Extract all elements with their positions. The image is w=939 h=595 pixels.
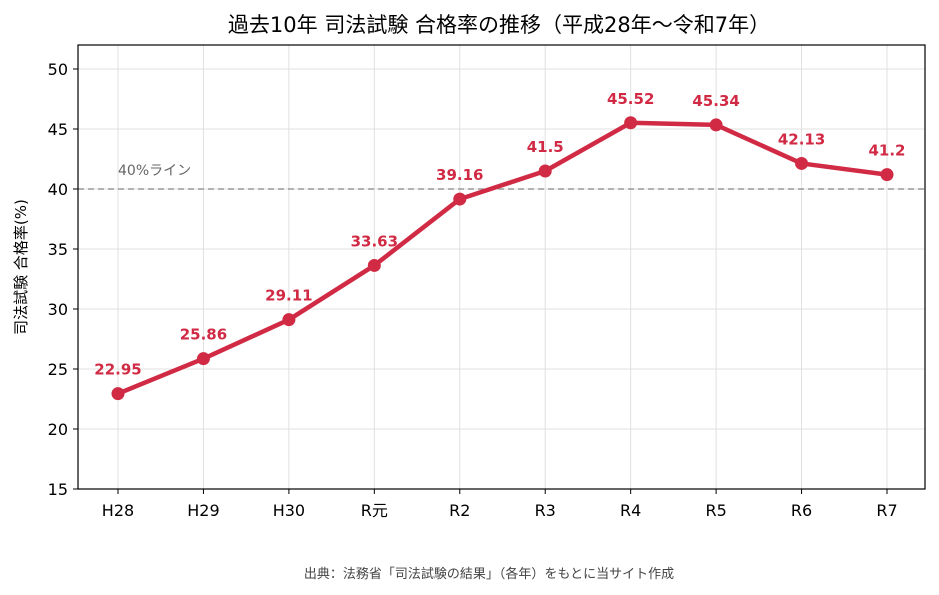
grid bbox=[78, 45, 925, 490]
data-point bbox=[538, 164, 552, 178]
series: 22.95 25.86 29.11 33.63 39.16 41.5 45.52 45.34 4… bbox=[94, 90, 906, 401]
data-label: 39.16 bbox=[436, 166, 483, 184]
axes: 15 20 25 30 35 40 45 50 H28 H29 H30 R元 R2 R3 R4 R5 R6 R7 bbox=[48, 44, 926, 520]
y-tick-label: 15 bbox=[48, 480, 68, 499]
x-tick-label: R2 bbox=[449, 501, 470, 520]
data-label: 41.5 bbox=[527, 138, 564, 156]
x-tick-label: R4 bbox=[620, 501, 641, 520]
data-point bbox=[795, 156, 809, 170]
data-point bbox=[282, 313, 296, 327]
data-point bbox=[111, 387, 125, 401]
x-tick-label: R7 bbox=[876, 501, 897, 520]
x-tick-label: R6 bbox=[791, 501, 812, 520]
data-label: 22.95 bbox=[94, 361, 141, 379]
data-point bbox=[367, 258, 381, 272]
data-point bbox=[624, 116, 638, 130]
reference-line-label: 40%ライン bbox=[118, 163, 191, 179]
reference-line-group: 40%ライン bbox=[78, 163, 925, 190]
data-point bbox=[880, 168, 894, 182]
plot-frame bbox=[77, 44, 926, 490]
x-tick-label: H29 bbox=[187, 501, 219, 520]
chart-title: 過去10年 司法試験 合格率の推移（平成28年〜令和7年） bbox=[228, 13, 770, 37]
y-tick-label: 25 bbox=[48, 360, 68, 379]
y-tick-label: 30 bbox=[48, 300, 68, 319]
y-axis-label: 司法試験 合格率(%) bbox=[12, 199, 30, 335]
y-tick-label: 45 bbox=[48, 120, 68, 139]
x-tick-label: R元 bbox=[361, 501, 388, 520]
x-tick-label: R3 bbox=[535, 501, 556, 520]
data-label: 33.63 bbox=[351, 232, 398, 250]
x-tick-label: H28 bbox=[102, 501, 134, 520]
data-label: 42.13 bbox=[778, 130, 825, 148]
y-tick-label: 20 bbox=[48, 420, 68, 439]
data-label: 29.11 bbox=[265, 287, 312, 305]
data-point bbox=[453, 192, 467, 206]
data-point bbox=[709, 118, 723, 132]
x-tick-label: R5 bbox=[705, 501, 726, 520]
series-line bbox=[115, 120, 890, 396]
data-label: 45.52 bbox=[607, 90, 654, 108]
data-point bbox=[196, 352, 210, 366]
data-label: 41.2 bbox=[868, 142, 905, 160]
source-note: 出典：法務省「司法試験の結果」（各年）をもとに当サイト作成 bbox=[304, 566, 674, 582]
y-tick-label: 50 bbox=[48, 60, 68, 79]
x-tick-label: H30 bbox=[273, 501, 305, 520]
data-label: 45.34 bbox=[692, 92, 739, 110]
y-tick-label: 40 bbox=[48, 180, 68, 199]
data-label: 25.86 bbox=[180, 326, 227, 344]
y-tick-label: 35 bbox=[48, 240, 68, 259]
